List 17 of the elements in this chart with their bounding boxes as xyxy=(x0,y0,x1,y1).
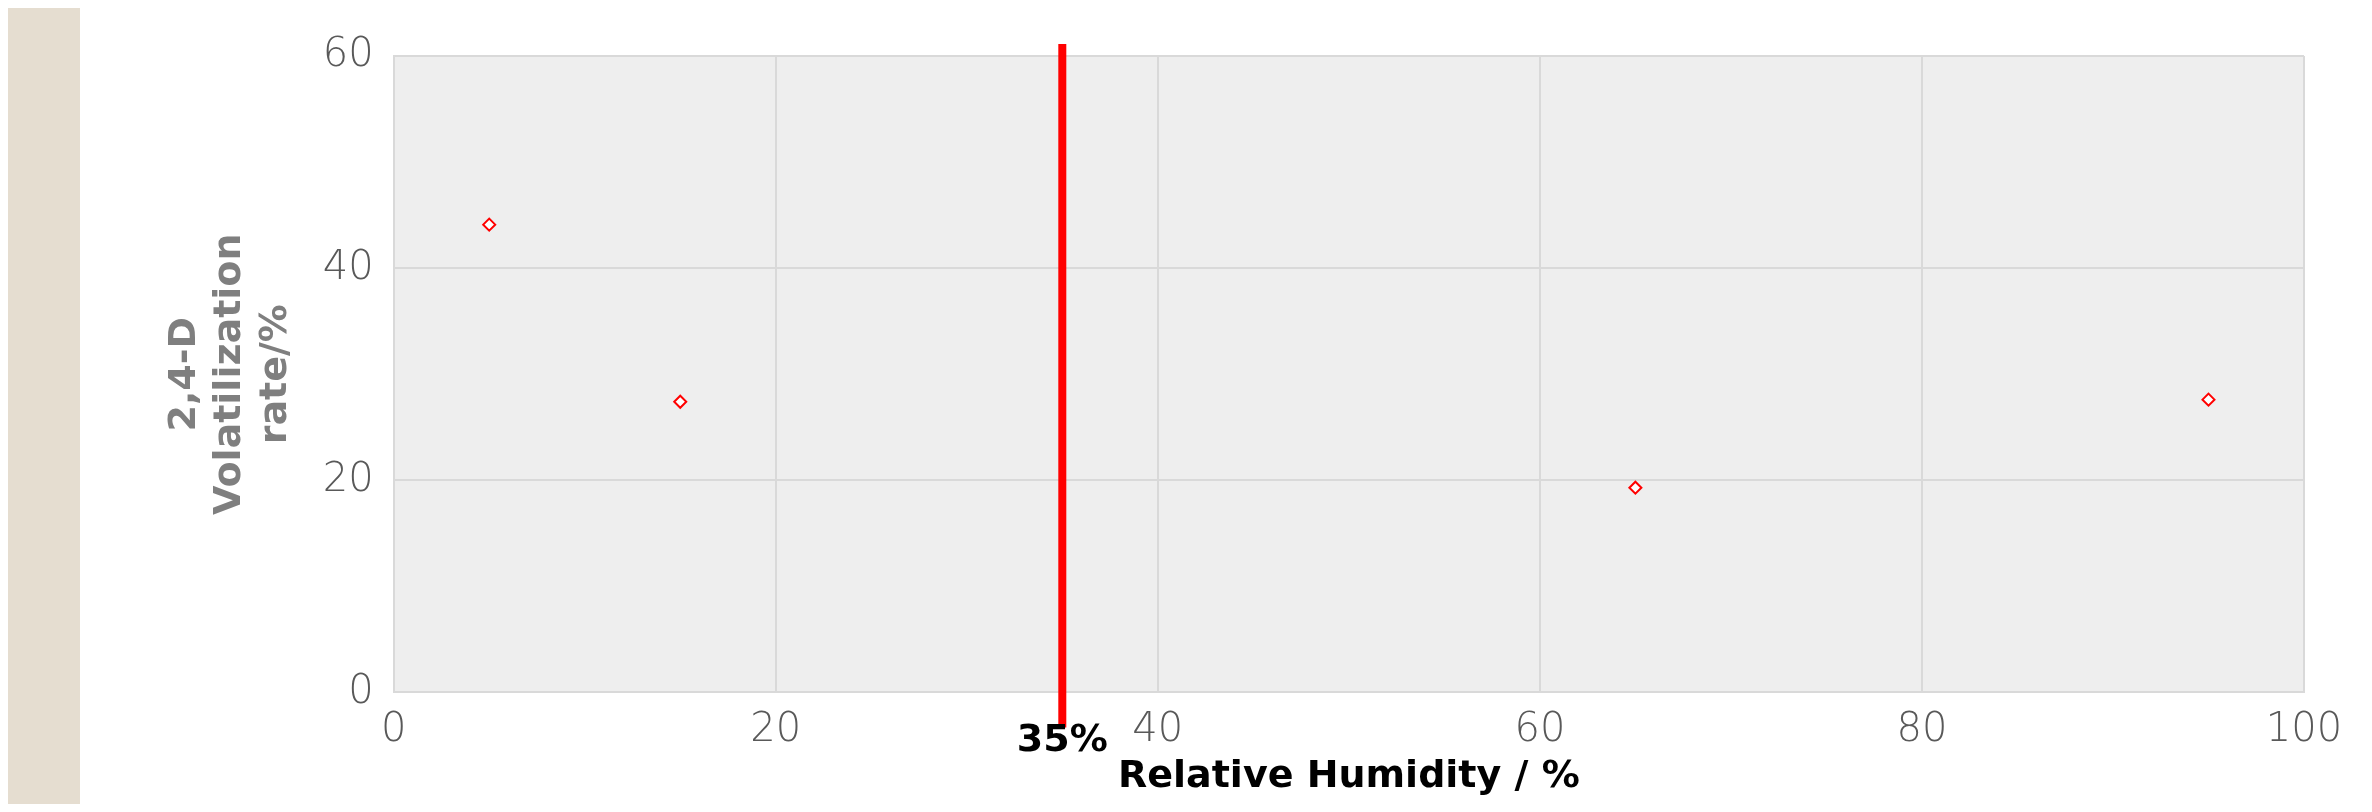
point xyxy=(673,394,688,409)
y-axis-title: 2,4-D Volatilization rate/% xyxy=(159,233,295,515)
point xyxy=(482,217,497,232)
x-tick-label: 20 xyxy=(750,703,802,750)
x-tick-label: 60 xyxy=(1514,703,1566,750)
y-tick-label: 60 xyxy=(322,29,374,76)
x-tick-label: 100 xyxy=(2265,703,2343,750)
ref-line-label: 35% xyxy=(1016,716,1108,761)
y-tick-label: 40 xyxy=(322,241,374,288)
x-axis-title: Relative Humidity / % xyxy=(1117,752,1580,797)
y-tick-label: 0 xyxy=(348,665,374,712)
y-tick-label: 20 xyxy=(322,453,374,500)
x-tick-label: 0 xyxy=(380,703,407,750)
x-tick-label: 80 xyxy=(1896,703,1948,750)
x-tick-label: 40 xyxy=(1132,703,1184,750)
point xyxy=(1628,480,1643,495)
point xyxy=(2201,392,2216,407)
